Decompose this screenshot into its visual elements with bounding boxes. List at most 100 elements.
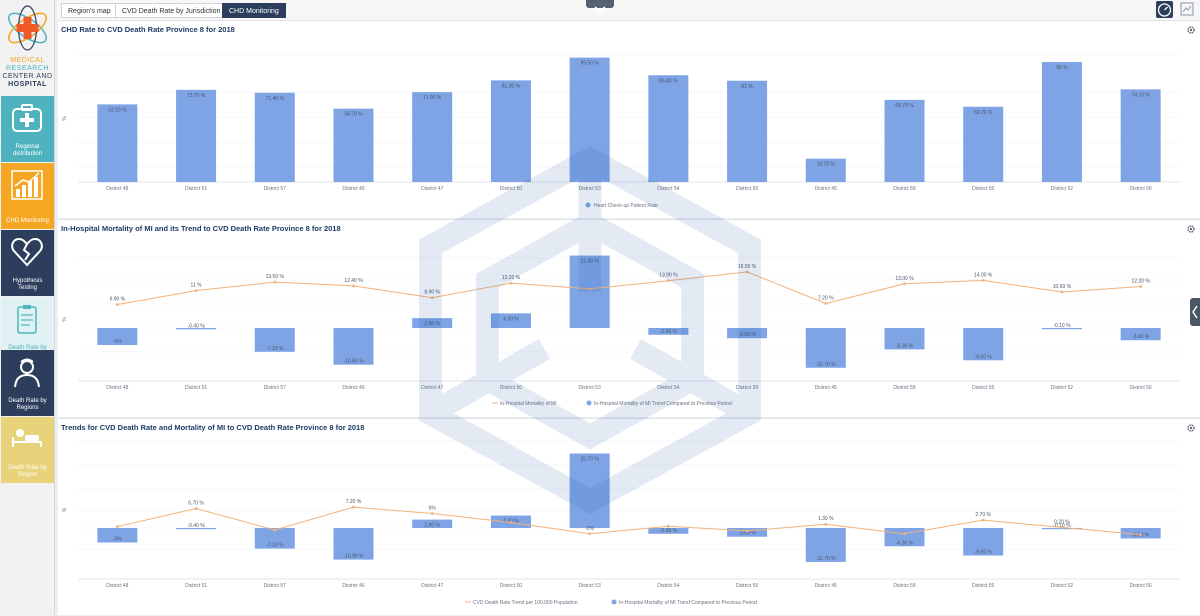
bar-data-label: 65.70 % — [895, 103, 914, 109]
bar-data-label: 81 % — [741, 84, 753, 90]
bar-data-label: -11.70 % — [816, 556, 836, 562]
bar-data-label: 99.50 % — [580, 61, 599, 67]
sidebar-item-death-rate-by-region[interactable]: Death Rate by Region — [1, 417, 54, 483]
bar-data-label: -3.60 % — [1132, 334, 1150, 340]
bar-data-label: -0.40 % — [187, 523, 205, 529]
sidebar-item-death-rate-by-regions[interactable]: Death Rate by Regions — [1, 350, 54, 416]
combo-chart: %-5%-0.40 %-7.10 %-10.90 %2.90 %4.30 %25… — [62, 440, 1180, 606]
line-point — [1139, 285, 1143, 288]
bar-data-label: -7.10 % — [266, 543, 284, 549]
bar-chart: % 62.10 % 73.70 % 71.40 % 58.70 % 71.90 % 81.3… — [62, 54, 1180, 209]
line-data-label: 13.90 % — [659, 273, 678, 279]
line-point — [273, 280, 277, 284]
bar — [412, 92, 453, 182]
bar-data-label: -5% — [113, 339, 122, 345]
x-tick-label: District 50 — [500, 385, 522, 391]
legend-label: CVD Death Rate Trend per 100,000 Populat… — [473, 600, 578, 606]
x-tick-label: District 54 — [657, 385, 679, 391]
side-panel-toggle[interactable] — [1190, 298, 1200, 326]
bar-data-label: -3.00 % — [738, 332, 756, 338]
x-tick-label: District 46 — [342, 385, 364, 391]
line-point — [981, 279, 985, 282]
gear-icon[interactable] — [1186, 25, 1196, 35]
bar — [97, 528, 138, 543]
combo-chart: % -5% -0.40 % -7.10 % -10.80 % 2.90 % 4.30 % 21… — [62, 255, 1180, 407]
line-data-label: 11 % — [191, 283, 203, 289]
x-tick-label: District 50 — [500, 583, 522, 589]
bar — [1120, 328, 1161, 341]
line-point — [1060, 290, 1064, 294]
bar-data-label: 96 % — [1056, 65, 1068, 71]
chart-view-button[interactable] — [1180, 2, 1194, 16]
bar — [569, 453, 610, 528]
bar-data-label: 18.70 % — [817, 162, 836, 168]
line-point — [903, 532, 906, 536]
gear-icon[interactable] — [1186, 423, 1196, 433]
sidebar-item-regional-distribution[interactable]: Regional distribution — [1, 96, 54, 162]
x-tick-label: District 50 — [500, 186, 522, 192]
x-tick-label: District 47 — [421, 583, 443, 589]
bar — [648, 528, 689, 534]
line-point — [824, 302, 828, 305]
bar-data-label: -3.00 % — [738, 531, 756, 537]
x-tick-label: District 58 — [893, 385, 915, 391]
tab-cvd-death-rate[interactable]: CVD Death Rate by Jurisdiction — [115, 3, 228, 18]
line-point — [903, 282, 906, 286]
y-axis-label: % — [62, 317, 68, 322]
line-point — [588, 532, 592, 536]
line-point — [430, 512, 434, 515]
line-data-label: 2.70 % — [975, 512, 991, 518]
dashboard-button[interactable] — [1156, 1, 1173, 18]
collapse-header-button[interactable] — [586, 0, 614, 12]
tab-regions-map[interactable]: Region's map — [61, 3, 118, 18]
legend-label: Heart Check-up Patient Rate — [594, 203, 658, 209]
bar — [97, 104, 138, 182]
chart-panel-chd-rate: CHD Rate to CVD Death Rate Province 8 fo… — [58, 20, 1200, 218]
tab-chd-monitoring[interactable]: CHD Monitoring — [222, 3, 286, 18]
line-data-label: 13.20 % — [502, 275, 521, 281]
line-point — [981, 518, 985, 522]
line-data-label: 0.20 % — [1054, 519, 1070, 525]
line-point — [666, 279, 670, 283]
bar-data-label: -5% — [113, 537, 122, 543]
bar — [254, 528, 295, 549]
legend-label: In-Hospital Mortality of MI Trend Compar… — [594, 401, 732, 407]
bar — [1120, 89, 1161, 182]
bar-data-label: 71.90 % — [423, 95, 442, 101]
bar — [97, 328, 138, 345]
bar — [1041, 62, 1082, 182]
bar — [727, 328, 768, 339]
x-tick-label: District 47 — [421, 385, 443, 391]
x-tick-label: District 51 — [185, 385, 207, 391]
bar — [333, 108, 374, 182]
line-point — [352, 284, 355, 288]
sidebar-item-hypothesis-testing[interactable]: Hypothesis Testing — [1, 230, 54, 296]
bar — [490, 313, 531, 328]
chart-panel-mi-mortality: In-Hospital Mortality of MI and its Tren… — [58, 219, 1200, 417]
growth-chart-icon — [11, 170, 43, 200]
hospital-logo[interactable]: MEDICAL RESEARCH CENTER AND HOSPITAL — [0, 0, 55, 94]
x-tick-label: District 55 — [972, 583, 994, 589]
logo-text-line-2: RESEARCH — [6, 65, 49, 72]
clipboard-icon — [17, 305, 37, 334]
gear-icon[interactable] — [1186, 224, 1196, 234]
bar-data-label: 85.40 % — [659, 78, 678, 84]
x-tick-label: District 56 — [1130, 385, 1152, 391]
panel-title: CHD Rate to CVD Death Rate Province 8 fo… — [61, 25, 235, 34]
line-data-label: 6.70 % — [188, 501, 204, 507]
x-tick-label: District 59 — [736, 583, 758, 589]
x-tick-label: District 57 — [264, 583, 286, 589]
x-tick-label: District 48 — [106, 186, 128, 192]
bar-data-label: 81.30 % — [502, 83, 521, 89]
bar — [648, 75, 689, 182]
x-tick-label: District 46 — [342, 186, 364, 192]
bar-data-label: 2.90 % — [424, 321, 440, 327]
line-data-label: 12.20 % — [1131, 279, 1150, 285]
logo-text-line-1: MEDICAL — [10, 57, 45, 64]
line-data-label: 16.50 % — [738, 264, 757, 270]
medical-kit-icon — [12, 104, 42, 132]
chevron-down-icon — [594, 6, 606, 12]
sidebar-item-chd-monitoring[interactable]: CHD Monitoring — [1, 163, 54, 229]
bar-data-label: -10.90 % — [343, 554, 364, 560]
top-toolbar: Region's map CVD Death Rate by Jurisdict… — [57, 0, 1200, 20]
